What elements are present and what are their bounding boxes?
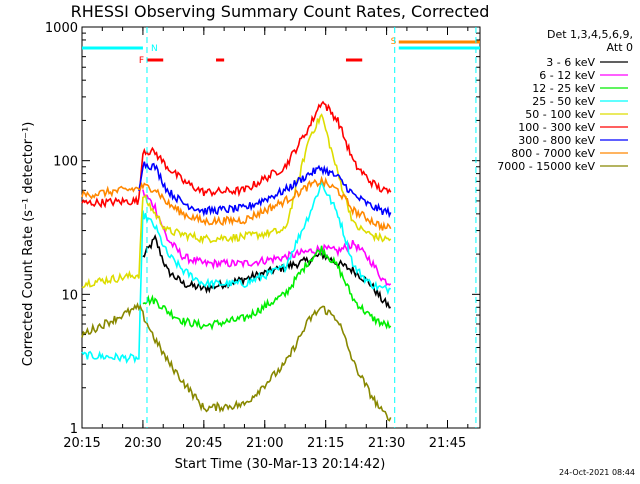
x-tick-label-4: 21:15 (307, 436, 344, 451)
flag-label-f: F (139, 56, 144, 66)
x-tick-label-6: 21:45 (429, 436, 466, 451)
legend-label-5: 100 - 300 keV (518, 121, 595, 134)
series-line-1 (142, 189, 392, 287)
x-tick-label-0: 20:15 (63, 436, 100, 451)
y-tick-label-0: 1 (70, 422, 78, 437)
x-tick-label-3: 21:00 (246, 436, 283, 451)
chart-title: RHESSI Observing Summary Count Rates, Co… (71, 2, 490, 21)
series-line-4 (81, 113, 392, 289)
legend-label-6: 300 - 800 keV (518, 134, 595, 147)
legend-label-1: 6 - 12 keV (539, 69, 595, 82)
series-line-5 (81, 100, 392, 209)
series-line-7 (81, 175, 392, 232)
x-tick-label-5: 21:30 (368, 436, 405, 451)
legend-header-line2: Att 0 (607, 41, 633, 54)
series-line-8 (81, 302, 392, 422)
y-tick-label-2: 100 (53, 155, 78, 170)
legend-header-line1: Det 1,3,4,5,6,9, (547, 28, 633, 41)
plot-frame (81, 26, 481, 429)
series-line-2 (142, 245, 392, 331)
flag-label-s: S (391, 37, 397, 47)
legend-label-0: 3 - 6 keV (546, 56, 595, 69)
x-axis-label: Start Time (30-Mar-13 20:14:42) (175, 457, 386, 472)
timestamp: 24-Oct-2021 08:44 (559, 468, 635, 477)
legend-label-4: 50 - 100 keV (525, 108, 595, 121)
x-tick-label-1: 20:30 (124, 436, 161, 451)
x-tick-label-2: 20:45 (185, 436, 222, 451)
series-line-6 (138, 161, 392, 219)
legend-label-8: 7000 - 15000 keV (497, 160, 595, 173)
y-axis-label: Corrected Count Rate (s⁻¹ detector⁻¹) (21, 122, 36, 367)
y-tick-label-1: 10 (61, 288, 78, 303)
flag-label-n: N (151, 44, 158, 54)
legend-label-3: 25 - 50 keV (532, 95, 595, 108)
legend-label-7: 800 - 7000 keV (511, 147, 595, 160)
legend-label-2: 12 - 25 keV (532, 82, 595, 95)
y-tick-label-3: 1000 (45, 21, 78, 36)
series-line-3 (81, 180, 391, 365)
